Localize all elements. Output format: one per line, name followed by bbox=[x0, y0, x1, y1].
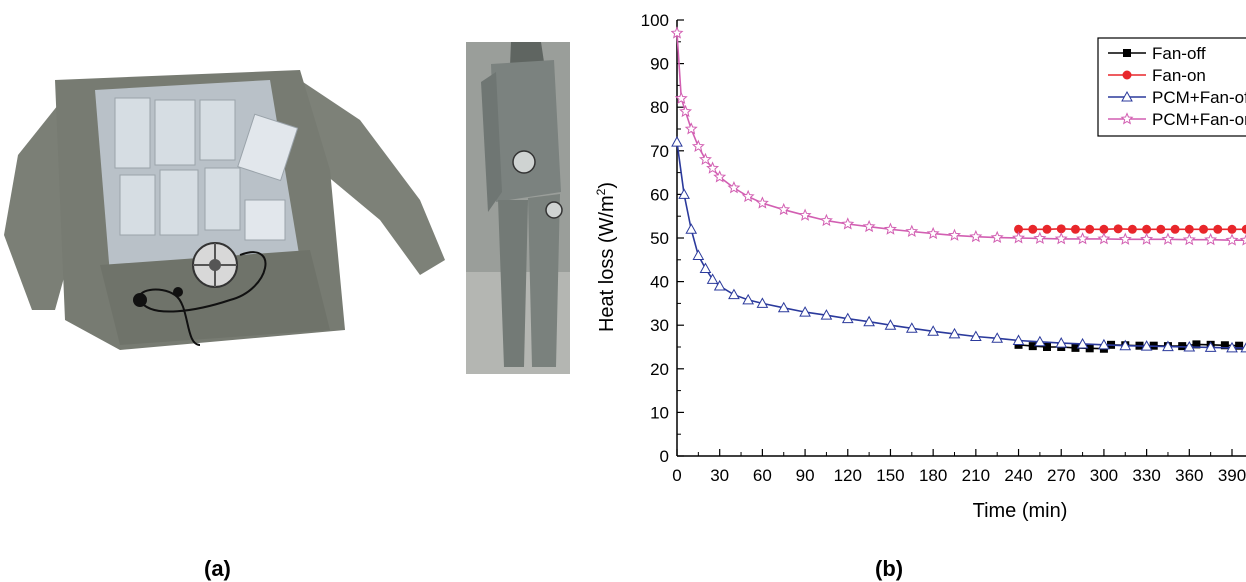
data-point-pcm-fan-on bbox=[693, 141, 703, 151]
data-point-pcm-fan-on bbox=[1035, 233, 1045, 243]
series-line-pcm-fan-off bbox=[677, 142, 1246, 348]
data-point-fan-on bbox=[1156, 225, 1165, 234]
legend-label-pcm-fan-off: PCM+Fan-off bbox=[1152, 88, 1246, 107]
x-tick-label: 120 bbox=[834, 466, 862, 485]
data-point-pcm-fan-on bbox=[1241, 235, 1246, 245]
data-point-pcm-fan-on bbox=[1120, 234, 1130, 244]
y-tick-label: 30 bbox=[650, 316, 669, 335]
data-point-pcm-fan-off bbox=[700, 264, 710, 273]
data-point-fan-on bbox=[1114, 224, 1123, 233]
data-point-fan-on bbox=[1043, 225, 1052, 234]
data-point-pcm-fan-on bbox=[971, 231, 981, 241]
data-point-pcm-fan-off bbox=[729, 290, 739, 299]
data-point-pcm-fan-on bbox=[1077, 233, 1087, 243]
y-tick-label: 100 bbox=[641, 11, 669, 30]
y-tick-label: 50 bbox=[650, 229, 669, 248]
y-tick-label: 20 bbox=[650, 360, 669, 379]
data-point-pcm-fan-on bbox=[821, 215, 831, 225]
data-point-pcm-fan-on bbox=[1056, 233, 1066, 243]
data-point-pcm-fan-on bbox=[672, 28, 682, 38]
data-point-pcm-fan-on bbox=[1205, 234, 1215, 244]
panel-a-label: (a) bbox=[204, 556, 231, 582]
data-point-pcm-fan-on bbox=[1099, 233, 1109, 243]
data-point-fan-on bbox=[1128, 225, 1137, 234]
data-point-fan-on bbox=[1085, 225, 1094, 234]
y-axis-label: Heat loss (W/m2) bbox=[594, 182, 618, 332]
data-point-pcm-fan-off bbox=[672, 137, 682, 146]
x-axis-label: Time (min) bbox=[973, 500, 1068, 522]
heat-loss-chart: 0 10 20 30 40 50 60 70 80 90 100 0 30 60 90 120 150 180 21… bbox=[585, 0, 1246, 560]
y-tick-label: 70 bbox=[650, 142, 669, 161]
data-point-fan-on bbox=[1242, 225, 1246, 234]
data-point-pcm-fan-on bbox=[1184, 234, 1194, 244]
jacket-photo-open bbox=[0, 60, 450, 360]
y-tick-label: 80 bbox=[650, 98, 669, 117]
x-tick-label: 300 bbox=[1090, 466, 1118, 485]
data-point-pcm-fan-on bbox=[779, 204, 789, 214]
x-tick-label: 210 bbox=[962, 466, 990, 485]
x-tick-label: 0 bbox=[672, 466, 681, 485]
y-axis-label-tail: ) bbox=[596, 182, 618, 189]
data-point-fan-on bbox=[1199, 225, 1208, 234]
data-point-pcm-fan-on bbox=[928, 228, 938, 238]
x-tick-label: 270 bbox=[1047, 466, 1075, 485]
worn-jacket-photo bbox=[466, 42, 570, 374]
x-tick-label: 180 bbox=[919, 466, 947, 485]
data-point-fan-on bbox=[1142, 225, 1151, 234]
data-point-pcm-fan-on bbox=[949, 230, 959, 240]
y-axis-label-base: Heat loss (W/m bbox=[596, 195, 618, 332]
y-tick-label: 0 bbox=[660, 447, 669, 466]
data-point-pcm-fan-off bbox=[686, 224, 696, 233]
x-tick-label: 60 bbox=[753, 466, 772, 485]
data-point-pcm-fan-on bbox=[686, 124, 696, 134]
x-tick-label: 330 bbox=[1132, 466, 1160, 485]
y-tick-label: 40 bbox=[650, 273, 669, 292]
legend-marker-fan-off bbox=[1123, 49, 1131, 57]
data-point-pcm-fan-on bbox=[1141, 234, 1151, 244]
data-point-pcm-fan-on bbox=[843, 219, 853, 229]
data-point-pcm-fan-on bbox=[1163, 234, 1173, 244]
data-point-fan-on bbox=[1057, 224, 1066, 233]
x-tick-label: 150 bbox=[876, 466, 904, 485]
data-point-fan-on bbox=[1228, 225, 1237, 234]
data-point-fan-on bbox=[1185, 225, 1194, 234]
chart-legend: Fan-off Fan-on PCM+Fan-off PCM+Fan-on bbox=[1098, 38, 1246, 136]
legend-label-fan-off: Fan-off bbox=[1152, 44, 1206, 63]
x-tick-label: 240 bbox=[1004, 466, 1032, 485]
data-point-pcm-fan-on bbox=[864, 221, 874, 231]
data-point-pcm-fan-on bbox=[757, 198, 767, 208]
data-point-pcm-fan-on bbox=[907, 226, 917, 236]
data-point-fan-on bbox=[1171, 225, 1180, 234]
x-tick-label: 90 bbox=[796, 466, 815, 485]
data-point-pcm-fan-on bbox=[800, 210, 810, 220]
data-point-pcm-fan-on bbox=[992, 232, 1002, 242]
data-point-pcm-fan-on bbox=[1013, 233, 1023, 243]
data-point-pcm-fan-on bbox=[743, 191, 753, 201]
legend-marker-fan-on bbox=[1123, 71, 1132, 80]
legend-label-fan-on: Fan-on bbox=[1152, 66, 1206, 85]
data-point-pcm-fan-off bbox=[708, 274, 718, 283]
data-point-pcm-fan-on bbox=[700, 154, 710, 164]
data-point-fan-on bbox=[1071, 225, 1080, 234]
legend-label-pcm-fan-on: PCM+Fan-on bbox=[1152, 110, 1246, 129]
y-tick-label: 60 bbox=[650, 185, 669, 204]
data-point-pcm-fan-off bbox=[693, 250, 703, 259]
data-point-pcm-fan-on bbox=[1227, 235, 1237, 245]
data-point-pcm-fan-on bbox=[885, 224, 895, 234]
data-point-fan-on bbox=[1213, 225, 1222, 234]
x-tick-label: 30 bbox=[710, 466, 729, 485]
x-tick-label: 390 bbox=[1218, 466, 1246, 485]
data-point-fan-on bbox=[1028, 225, 1037, 234]
y-tick-label: 10 bbox=[650, 403, 669, 422]
x-tick-label: 360 bbox=[1175, 466, 1203, 485]
y-tick-label: 90 bbox=[650, 55, 669, 74]
